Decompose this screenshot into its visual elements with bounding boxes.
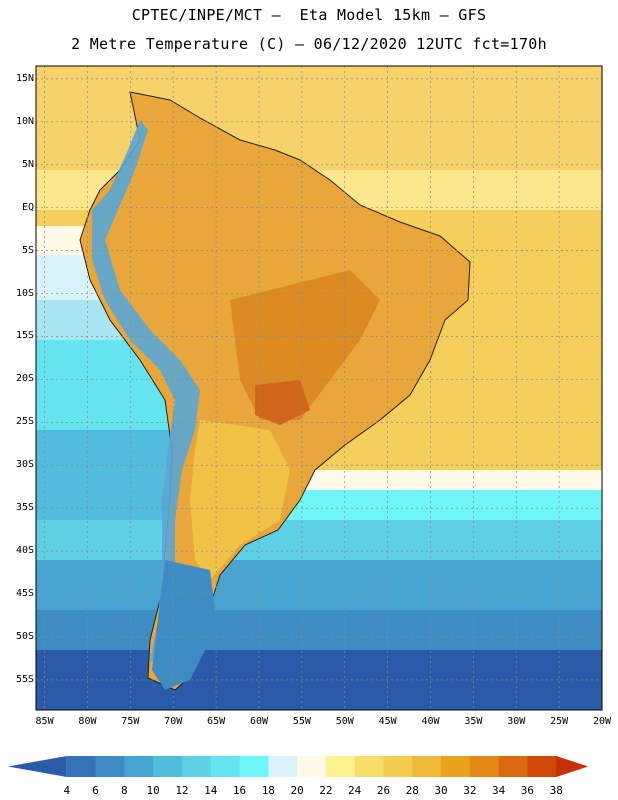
lat-label: 15N <box>15 72 34 84</box>
colorbar-swatch <box>8 756 67 777</box>
lat-label: 5S <box>21 244 34 256</box>
lon-label: 55W <box>292 716 311 727</box>
lon-label: 85W <box>35 716 54 727</box>
lat-label: 10N <box>15 115 34 127</box>
colorbar-swatch <box>268 756 298 777</box>
colorbar-swatch <box>239 756 269 777</box>
lon-label: 75W <box>121 716 140 727</box>
lat-label: 55S <box>15 673 34 685</box>
lat-label: 45S <box>15 588 34 600</box>
lon-label: 60W <box>249 716 268 727</box>
chart-title-line1: CPTEC/INPE/MCT – Eta Model 15km – GFS <box>131 6 487 24</box>
colorbar-swatch <box>124 756 154 777</box>
lon-label: 70W <box>164 716 183 727</box>
lat-label: 50S <box>15 631 34 642</box>
colorbar-swatch <box>210 756 241 777</box>
colorbar-swatch <box>498 756 528 777</box>
lat-label: 15S <box>15 330 34 342</box>
patagonia-region <box>152 560 215 690</box>
lon-label: 20W <box>592 716 612 727</box>
colorbar-swatch <box>412 756 442 777</box>
ocean-band-8 <box>36 610 602 650</box>
lat-label: 5N <box>21 158 34 170</box>
colorbar-label: 38 <box>549 784 563 797</box>
colorbar-swatch <box>469 756 500 777</box>
colorbar-swatch <box>556 756 589 777</box>
map-frame <box>35 65 603 711</box>
ocean-band-14 <box>36 520 602 560</box>
colorbar-label: 10 <box>146 784 160 797</box>
colorbar-label: 16 <box>232 784 247 797</box>
colorbar-swatch <box>66 756 97 777</box>
atlantic-band-22 <box>280 470 602 490</box>
chart-title-line2: 2 Metre Temperature (C) – 06/12/2020 12U… <box>71 35 547 53</box>
lat-label: 40S <box>15 545 34 557</box>
colorbar-label: 18 <box>261 784 275 797</box>
hot-interior-region <box>230 270 380 420</box>
colorbar-label: 34 <box>492 784 506 797</box>
lon-label: 40W <box>421 716 440 727</box>
graticule <box>36 66 603 710</box>
lat-label: EQ <box>21 201 34 213</box>
colorbar <box>8 756 589 777</box>
colorbar-label: 28 <box>405 784 419 797</box>
colorbar-label: 36 <box>520 784 535 797</box>
colorbar-swatch <box>95 756 125 777</box>
colorbar-swatch <box>441 756 471 777</box>
colorbar-swatch <box>383 756 413 777</box>
lon-label: 35W <box>464 716 483 727</box>
southern-cone-land <box>190 420 290 580</box>
lon-label: 30W <box>507 716 526 727</box>
colorbar-swatch <box>181 756 212 777</box>
colorbar-label: 26 <box>376 784 391 797</box>
colorbar-label: 4 <box>63 784 71 797</box>
colorbar-label: 6 <box>92 784 99 797</box>
colorbar-swatch <box>354 756 384 777</box>
lon-label: 50W <box>335 716 354 727</box>
lat-label: 20S <box>15 373 34 385</box>
colorbar-label: 24 <box>348 784 362 797</box>
lon-label: 65W <box>207 716 226 727</box>
colorbar-swatch <box>527 756 557 777</box>
lat-label: 30S <box>15 459 34 471</box>
colorbar-swatch <box>297 756 327 777</box>
lon-label: 25W <box>550 716 569 727</box>
colorbar-label: 14 <box>204 784 218 797</box>
lon-label: 80W <box>78 716 97 727</box>
ocean-band-10 <box>36 560 602 610</box>
lat-label: 10S <box>15 287 34 299</box>
lat-label: 35S <box>15 502 34 514</box>
colorbar-label: 20 <box>290 784 304 797</box>
colorbar-label: 8 <box>121 784 128 797</box>
atlantic-band-18 <box>280 490 602 520</box>
colorbar-swatch <box>153 756 183 777</box>
colorbar-label: 22 <box>319 784 333 797</box>
colorbar-label: 30 <box>434 784 448 797</box>
hottest-region <box>255 380 310 425</box>
lat-label: 25S <box>15 416 34 428</box>
lon-label: 45W <box>378 716 397 727</box>
colorbar-label: 12 <box>175 784 189 797</box>
colorbar-label: 32 <box>463 784 477 797</box>
colorbar-swatch <box>325 756 356 777</box>
